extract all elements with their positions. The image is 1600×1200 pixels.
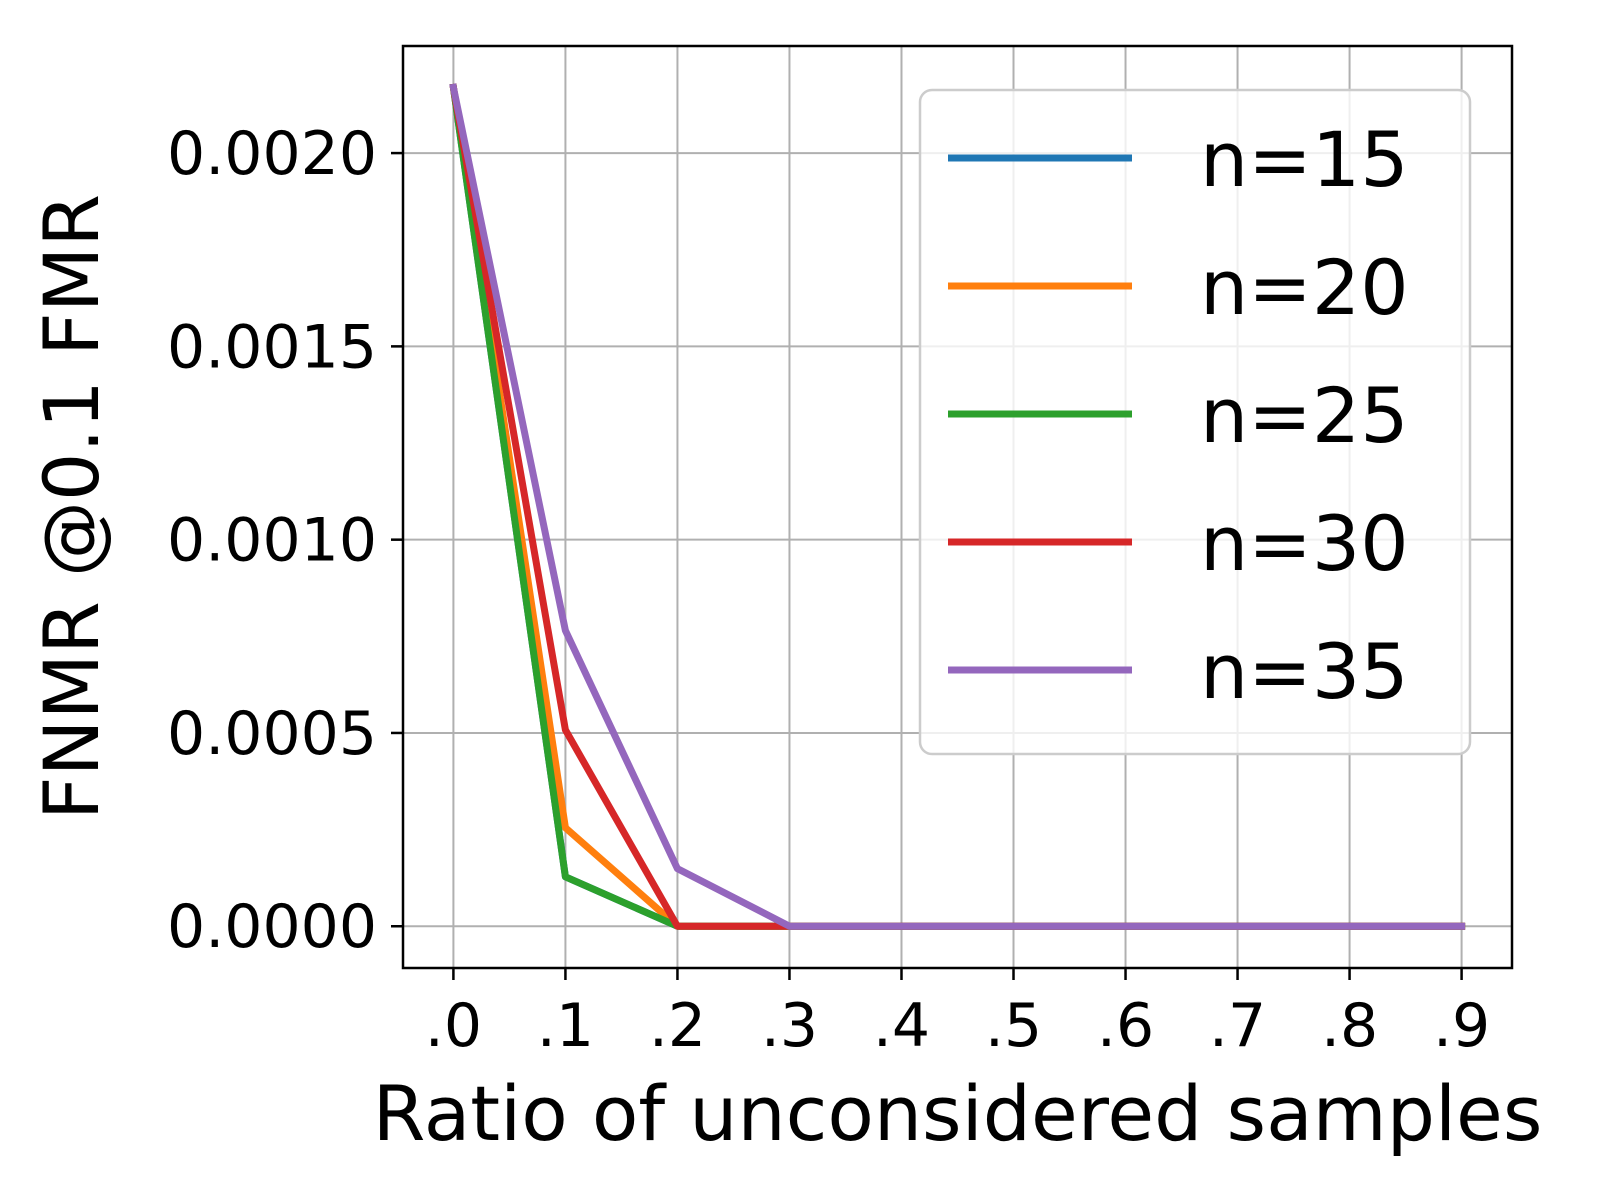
- legend-label: n=35: [1200, 627, 1409, 716]
- x-tick-label: .7: [1209, 991, 1266, 1061]
- y-tick-label: 0.0000: [167, 892, 377, 962]
- legend-box: [918, 88, 1472, 756]
- x-axis-ticks: .0 .1 .2 .3 .4 .5 .6 .7 .8 .9: [425, 968, 1490, 1061]
- y-tick-label: 0.0010: [167, 506, 377, 576]
- legend-label: n=30: [1200, 499, 1409, 588]
- y-tick-label: 0.0005: [167, 699, 377, 769]
- plot-frame: [401, 44, 1514, 970]
- legend-label: n=15: [1200, 115, 1409, 204]
- series-lines: [449, 83, 1466, 930]
- legend: n=15 n=20 n=25 n=30 n=35: [918, 88, 1472, 756]
- x-tick-label: .4: [873, 991, 930, 1061]
- x-tick-label: .8: [1321, 991, 1378, 1061]
- x-tick-label: .6: [1097, 991, 1154, 1061]
- x-axis-label: Ratio of unconsidered samples: [373, 1069, 1543, 1158]
- x-tick-label: .3: [761, 991, 818, 1061]
- x-tick-label: .5: [985, 991, 1042, 1061]
- legend-label: n=20: [1200, 243, 1409, 332]
- y-tick-label: 0.0020: [167, 119, 377, 189]
- x-tick-label: .9: [1433, 991, 1490, 1061]
- y-axis-ticks: 0.0000 0.0005 0.0010 0.0015 0.0020: [167, 119, 403, 962]
- x-tick-label: .0: [425, 991, 482, 1061]
- x-tick-label: .1: [537, 991, 594, 1061]
- y-axis-label: FNMR @0.1 FMR: [27, 194, 116, 820]
- series-line: [449, 83, 1466, 930]
- legend-label: n=25: [1200, 371, 1409, 460]
- y-tick-label: 0.0015: [167, 312, 377, 382]
- x-tick-label: .2: [649, 991, 706, 1061]
